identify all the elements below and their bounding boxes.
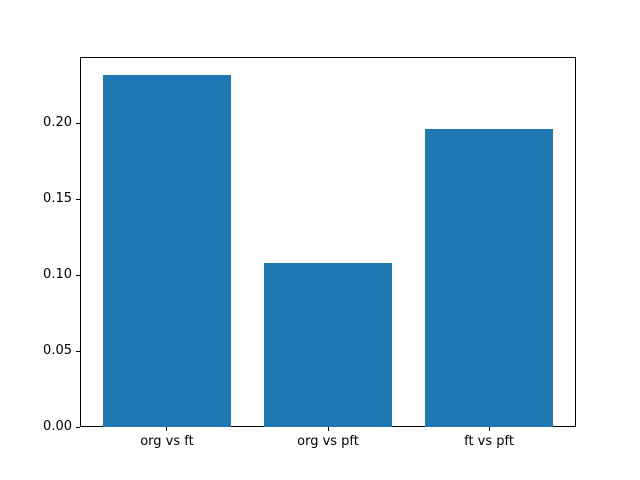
bar-org-vs-pft xyxy=(263,263,393,427)
y-tick-mark xyxy=(76,122,80,124)
y-tick-mark xyxy=(76,426,80,428)
y-tick-label: 0.20 xyxy=(43,115,72,131)
x-tick-label: org vs pft xyxy=(297,434,359,449)
y-tick-mark xyxy=(76,350,80,352)
x-tick-mark xyxy=(327,427,329,431)
x-tick-mark xyxy=(488,427,490,431)
y-tick-mark xyxy=(76,274,80,276)
x-tick-label: ft vs pft xyxy=(464,434,514,449)
y-tick-label: 0.15 xyxy=(43,191,72,207)
y-tick-label: 0.00 xyxy=(43,419,72,434)
x-tick-mark xyxy=(166,427,168,431)
y-tick-mark xyxy=(76,198,80,200)
y-tick-label: 0.10 xyxy=(43,267,72,283)
x-tick-label: org vs ft xyxy=(140,434,194,449)
bar-ft-vs-pft xyxy=(424,129,554,427)
y-tick-label: 0.05 xyxy=(43,343,72,359)
bar-org-vs-ft xyxy=(102,74,232,427)
